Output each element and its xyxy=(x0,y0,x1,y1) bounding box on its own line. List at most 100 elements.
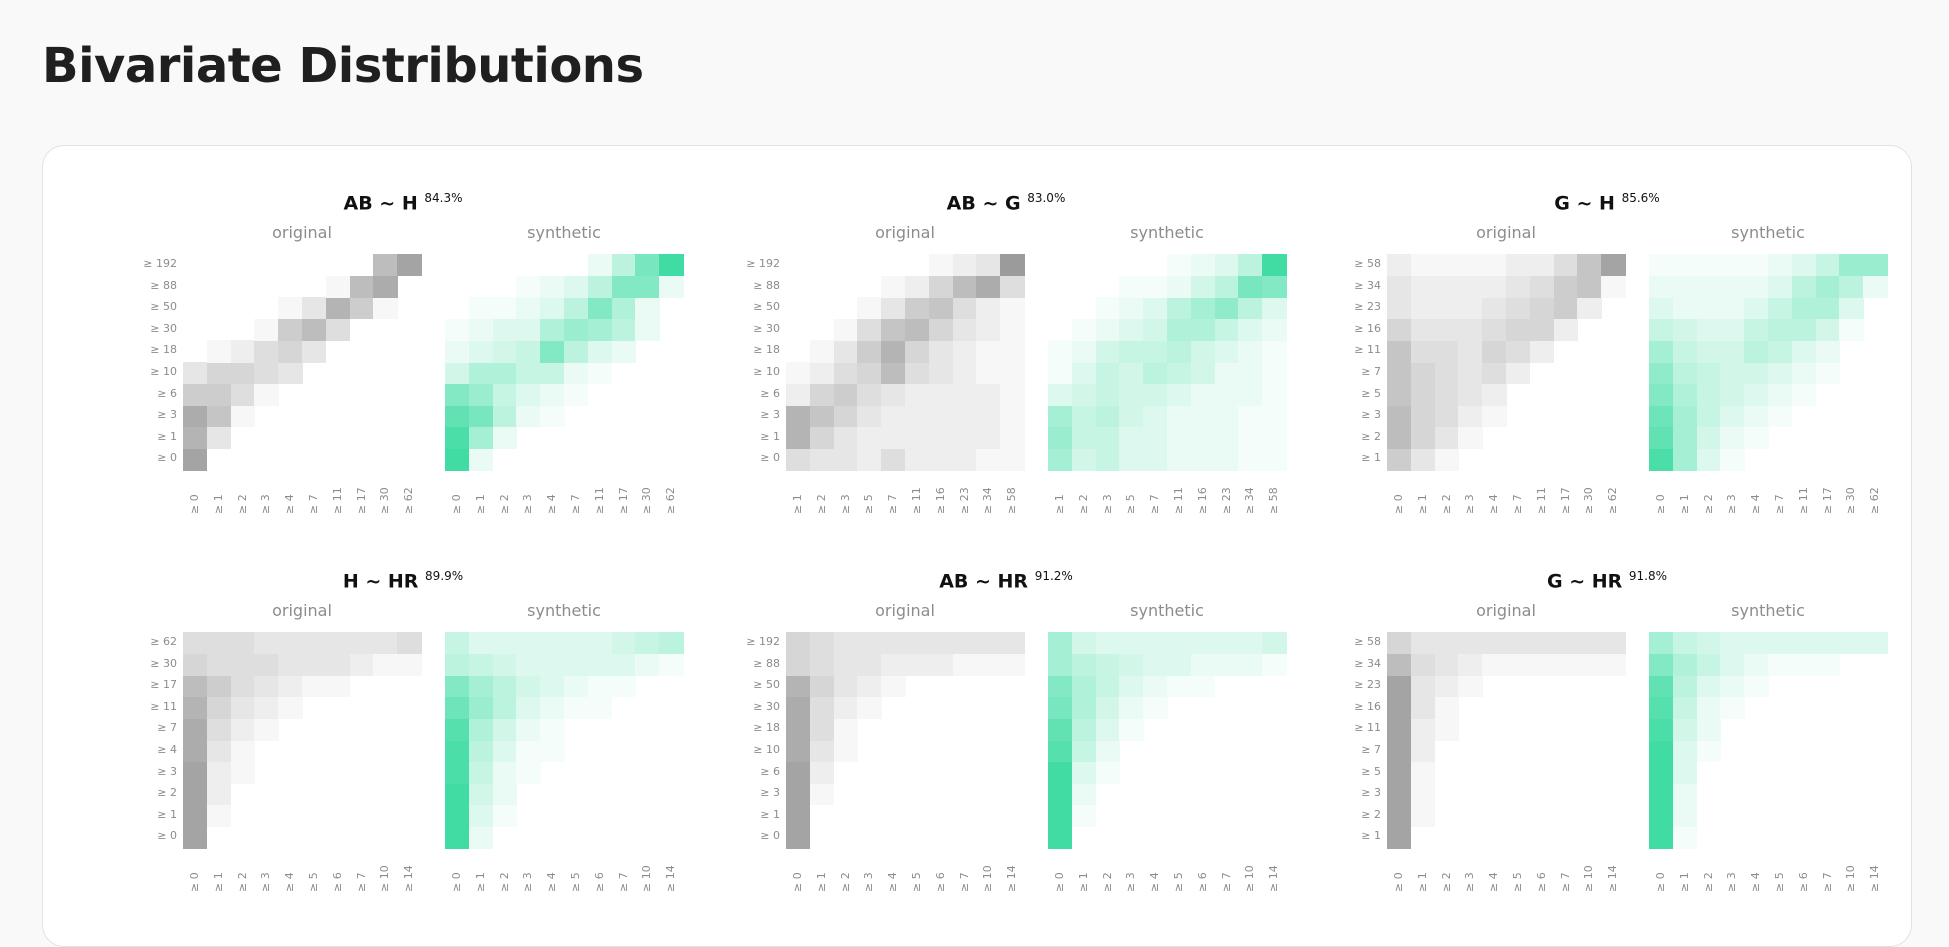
heatmap-cell xyxy=(468,653,494,676)
heatmap-cell xyxy=(183,740,208,763)
heatmap-cell xyxy=(1434,426,1459,449)
heatmap-cell xyxy=(349,297,374,320)
heatmap-cell xyxy=(1048,632,1073,655)
heatmap-cell xyxy=(1768,254,1793,277)
heatmap-cell xyxy=(1238,318,1263,341)
heatmap-cell xyxy=(1143,448,1168,471)
x-tick-label: ≥ 7 xyxy=(1219,872,1233,892)
heatmap-cell xyxy=(1529,653,1555,676)
heatmap-cell xyxy=(1190,254,1216,277)
x-tick-label: ≥ 7 xyxy=(1558,872,1572,892)
heatmap-cell xyxy=(1262,653,1287,676)
x-tick-label: ≥ 0 xyxy=(790,872,804,892)
heatmap-cell xyxy=(1649,761,1674,784)
heatmap-cell xyxy=(1214,297,1239,320)
heatmap-cell xyxy=(1214,405,1239,428)
heatmap-cell xyxy=(1672,804,1698,827)
heatmap-cell xyxy=(206,632,232,655)
heatmap-cell xyxy=(1095,318,1120,341)
heatmap-cell xyxy=(468,826,494,849)
heatmap-cell xyxy=(905,426,930,449)
heatmap-cell xyxy=(1553,318,1578,341)
heatmap-cell xyxy=(1048,740,1073,763)
heatmap-cell xyxy=(1143,362,1168,385)
heatmap-cell xyxy=(928,405,954,428)
heatmap-cell xyxy=(1649,632,1674,655)
original-subtitle: original xyxy=(1476,601,1536,620)
x-tick-label: ≥ 14 xyxy=(1005,865,1019,892)
x-tick-label: ≥ 2 xyxy=(497,494,511,514)
heatmap-cell xyxy=(1482,653,1507,676)
heatmap-cell xyxy=(1071,632,1097,655)
heatmap-cell xyxy=(952,275,977,298)
heatmap-cell xyxy=(445,448,470,471)
y-tick-label: ≥ 192 xyxy=(143,257,177,270)
heatmap-cell xyxy=(1410,383,1436,406)
heatmap-cell xyxy=(230,653,255,676)
heatmap-cell xyxy=(952,340,977,363)
heatmap-cell xyxy=(1387,318,1412,341)
heatmap-cell xyxy=(928,426,954,449)
heatmap-cell xyxy=(1214,254,1239,277)
heatmap-cell xyxy=(373,254,398,277)
heatmap-cell xyxy=(1410,275,1436,298)
x-tick-label: ≥ 4 xyxy=(545,872,559,892)
heatmap-cell xyxy=(1529,254,1555,277)
heatmap-cell xyxy=(587,254,613,277)
heatmap-cell xyxy=(1696,383,1721,406)
heatmap-cell xyxy=(1387,653,1412,676)
x-tick-label: ≥ 4 xyxy=(1749,494,1763,514)
x-tick-label: ≥ 7 xyxy=(886,494,900,514)
x-tick-label: ≥ 1 xyxy=(1677,494,1691,514)
x-tick-label: ≥ 0 xyxy=(1391,872,1405,892)
heatmap-cell xyxy=(1262,405,1287,428)
heatmap-cell xyxy=(1190,448,1216,471)
heatmap-cell xyxy=(905,405,930,428)
x-tick-label: ≥ 17 xyxy=(1820,487,1834,514)
x-tick-label: ≥ 7 xyxy=(1772,494,1786,514)
heatmap-cell xyxy=(786,653,811,676)
heatmap-cell xyxy=(183,804,208,827)
heatmap-cell xyxy=(1071,783,1097,806)
chart-title-text: H ~ HR xyxy=(342,570,419,593)
heatmap-cell xyxy=(1672,696,1698,719)
heatmap-cell xyxy=(1387,340,1412,363)
heatmap-cell xyxy=(1410,426,1436,449)
heatmap-cell xyxy=(786,632,811,655)
heatmap-cell xyxy=(1649,826,1674,849)
heatmap-cell xyxy=(611,340,636,363)
x-tick-label: ≥ 1 xyxy=(790,494,804,514)
y-tick-label: ≥ 17 xyxy=(150,678,177,692)
heatmap-cell xyxy=(468,362,494,385)
heatmap-cell xyxy=(881,426,906,449)
heatmap-cell xyxy=(230,383,255,406)
heatmap-cell xyxy=(1387,632,1412,655)
x-tick-label: ≥ 0 xyxy=(1052,872,1066,892)
x-tick-label: ≥ 30 xyxy=(1844,487,1858,514)
y-tick-label: ≥ 10 xyxy=(150,365,177,378)
heatmap-cell xyxy=(1768,297,1793,320)
heatmap-cell xyxy=(230,696,255,719)
heatmap-cell xyxy=(492,362,517,385)
heatmap-cell xyxy=(1696,275,1721,298)
y-tick-label: ≥ 18 xyxy=(150,343,177,357)
heatmap-cell xyxy=(1387,297,1412,320)
heatmap-cell xyxy=(540,675,565,698)
x-tick-label: ≥ 62 xyxy=(402,487,416,514)
heatmap-cell xyxy=(1071,696,1097,719)
heatmap-cell xyxy=(976,297,1001,320)
heatmap-cell xyxy=(183,426,208,449)
heatmap-cell xyxy=(1262,297,1287,320)
heatmap-cell xyxy=(206,718,232,741)
heatmap-cell xyxy=(516,718,541,741)
heatmap-cell xyxy=(881,675,906,698)
accuracy-score: 89.9% xyxy=(425,569,464,583)
heatmap-cell xyxy=(1672,362,1698,385)
heatmap-cell xyxy=(445,718,470,741)
y-tick-label: ≥ 0 xyxy=(157,451,177,465)
x-tick-label: ≥ 5 xyxy=(1171,872,1185,892)
heatmap-cell xyxy=(540,362,565,385)
heatmap-cell xyxy=(564,275,589,298)
x-tick-label: ≥ 2 xyxy=(235,872,249,892)
heatmap-cell xyxy=(659,254,684,277)
